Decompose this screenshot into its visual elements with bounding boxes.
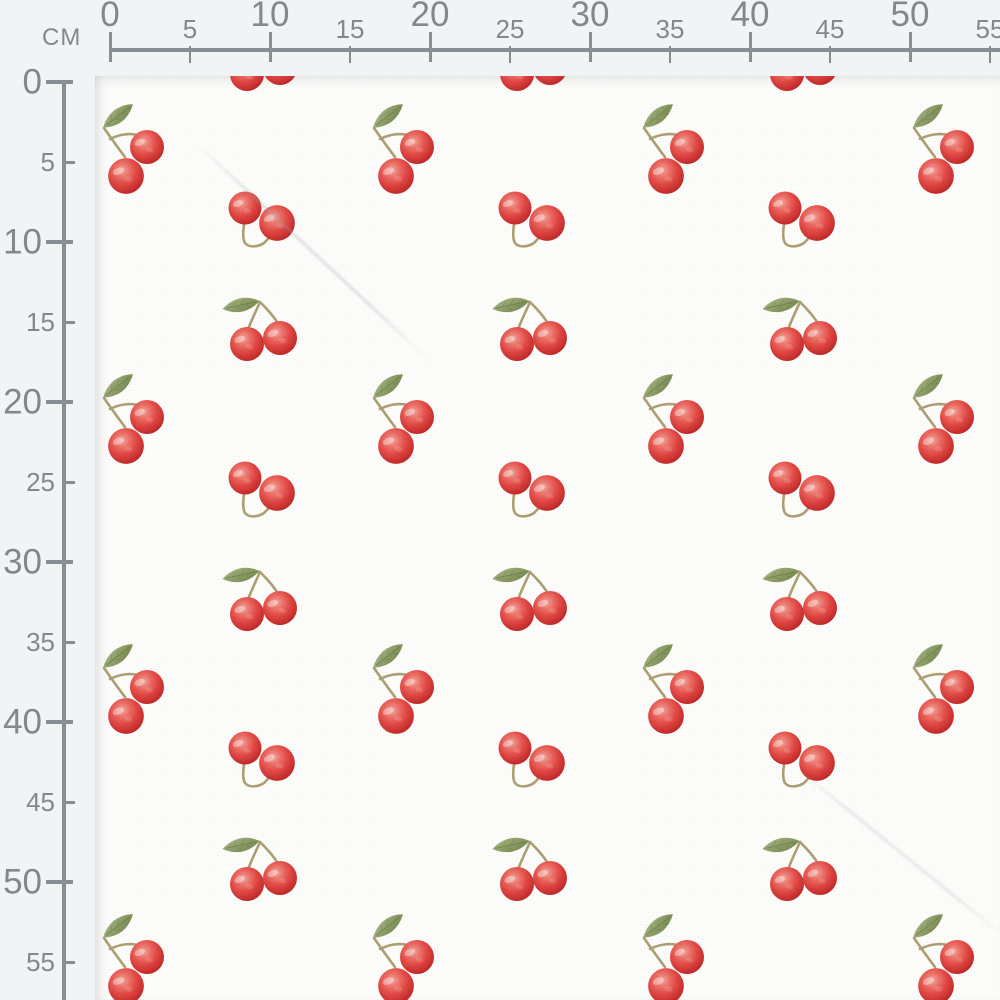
cherry-pair-diagonal-leaf — [618, 95, 728, 205]
ruler-left-tick — [62, 800, 75, 804]
ruler-left-number: 15 — [26, 307, 55, 337]
cherry-pair-stems-down — [208, 167, 318, 277]
cherry-pair-diagonal-leaf — [95, 365, 188, 475]
cherry-pair-stems-down — [478, 167, 588, 277]
ruler-top-line — [110, 48, 1000, 52]
ruler-top-number: 50 — [890, 0, 930, 34]
ruler-left-number: 10 — [3, 222, 42, 262]
ruler-top-tick — [508, 46, 512, 63]
cherry-pair-stems-down — [748, 167, 858, 277]
ruler-top-number: 45 — [815, 14, 845, 44]
cherry-pair-diagonal-leaf — [888, 635, 998, 745]
cherry-pair-stems-down — [478, 977, 588, 1000]
cherry-pair-stems-down — [208, 977, 318, 1000]
ruler-top-number: 25 — [495, 14, 525, 44]
ruler-left-number: 25 — [26, 467, 55, 497]
ruler-top-number: 10 — [250, 0, 290, 34]
cherry-pair-stems-down — [748, 707, 858, 817]
cherry-pair-level-leaf — [478, 545, 588, 655]
ruler-top-tick — [668, 46, 672, 63]
cherry-pair-level-leaf — [208, 815, 318, 925]
ruler-top-number: 20 — [410, 0, 450, 34]
cherry-pair-diagonal-leaf — [348, 365, 458, 475]
ruler-left-line — [62, 82, 66, 1000]
ruler-left-number: 50 — [3, 862, 42, 902]
cherry-pair-stems-down — [208, 707, 318, 817]
ruler-top-number: 15 — [335, 14, 365, 44]
cherry-pair-diagonal-leaf — [888, 365, 998, 475]
cherry-pair-stems-down — [478, 707, 588, 817]
ruler-left-tick — [62, 960, 75, 964]
cherry-pair-diagonal-leaf — [348, 635, 458, 745]
ruler-left-tick — [46, 80, 73, 84]
ruler-left-number: 30 — [3, 542, 42, 582]
ruler-left-number: 55 — [26, 947, 55, 977]
cherry-pair-stems-down — [748, 977, 858, 1000]
cherry-pair-level-leaf — [478, 275, 588, 385]
ruler-top-tick — [108, 32, 112, 62]
ruler-top-number: 35 — [655, 14, 685, 44]
ruler-top-tick — [348, 46, 352, 63]
ruler-left-tick — [62, 320, 75, 324]
cherry-pair-diagonal-leaf — [95, 95, 188, 205]
cherry-pair-level-leaf — [208, 76, 318, 115]
ruler-left-tick — [46, 400, 73, 404]
ruler-left-tick — [62, 640, 75, 644]
cherry-pair-level-leaf — [478, 76, 588, 115]
ruler-unit-label: CM — [42, 24, 82, 51]
ruler-left-number: 20 — [3, 382, 42, 422]
ruler-top-tick — [188, 46, 192, 63]
ruler-left-number: 35 — [26, 627, 55, 657]
ruler-top-number: 40 — [730, 0, 770, 34]
cherry-pair-level-leaf — [478, 815, 588, 925]
ruler-top-number: 5 — [182, 14, 198, 44]
cherry-pair-level-leaf — [748, 545, 858, 655]
ruler-top-tick — [908, 32, 912, 62]
cherry-pair-level-leaf — [748, 76, 858, 115]
cherry-pair-diagonal-leaf — [618, 365, 728, 475]
cherry-pair-level-leaf — [208, 545, 318, 655]
cherry-pair-diagonal-leaf — [348, 905, 458, 1000]
cherry-pair-diagonal-leaf — [888, 95, 998, 205]
cherry-pair-diagonal-leaf — [95, 635, 188, 745]
ruler-left-number: 45 — [26, 787, 55, 817]
ruler-top-tick — [748, 32, 752, 62]
ruler-top-tick — [428, 32, 432, 62]
cherry-pair-level-leaf — [208, 275, 318, 385]
ruler-top-tick — [828, 46, 832, 63]
ruler-left-tick — [62, 480, 75, 484]
ruler-left-tick — [46, 880, 73, 884]
cherry-pair-diagonal-leaf — [95, 905, 188, 1000]
ruler-top-number: 55 — [975, 14, 1000, 44]
ruler-left-number: 5 — [40, 147, 55, 177]
ruler-top-tick — [988, 46, 992, 63]
cherry-pair-stems-down — [748, 437, 858, 547]
cherry-pair-level-leaf — [748, 815, 858, 925]
cherry-pair-diagonal-leaf — [348, 95, 458, 205]
cherry-pair-level-leaf — [748, 275, 858, 385]
ruler-top-number: 0 — [100, 0, 120, 34]
ruler-left-number: 0 — [22, 62, 42, 102]
ruler-left-tick — [46, 560, 73, 564]
ruler-left-number: 40 — [3, 702, 42, 742]
cherry-pair-stems-down — [208, 437, 318, 547]
cherry-pair-diagonal-leaf — [618, 905, 728, 1000]
ruler-left-tick — [62, 160, 75, 164]
cherry-pair-stems-down — [478, 437, 588, 547]
ruler-top-tick — [268, 32, 272, 62]
cherry-pair-diagonal-leaf — [618, 635, 728, 745]
ruler-top-tick — [588, 32, 592, 62]
ruler-left-tick — [46, 720, 73, 724]
ruler-top-number: 30 — [570, 0, 610, 34]
fabric-swatch[interactable] — [95, 76, 1000, 1000]
ruler-left-tick — [46, 240, 73, 244]
